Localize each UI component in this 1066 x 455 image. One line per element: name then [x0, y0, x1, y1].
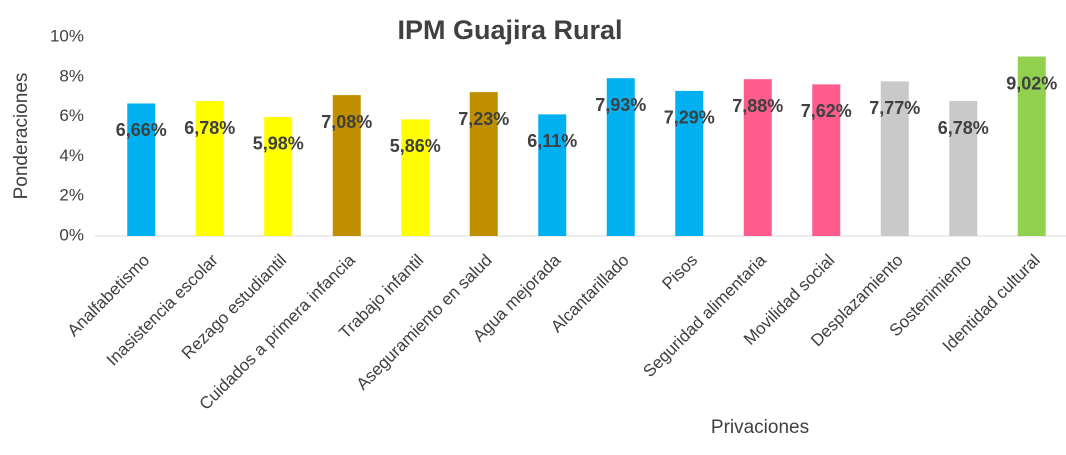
value-label: 6,11%: [527, 131, 577, 151]
x-axis-label: Privaciones: [711, 417, 809, 438]
x-tick-label: Inasistencia escolar: [103, 250, 222, 369]
bar: [675, 90, 704, 236]
y-tick-label: 0%: [59, 225, 84, 244]
value-label: 7,77%: [869, 98, 920, 118]
bar: [606, 78, 635, 237]
x-tick-label: Aseguramiento en salud: [353, 251, 496, 394]
y-tick-label: 8%: [59, 66, 84, 85]
value-label: 6,78%: [184, 118, 235, 138]
x-tick-label: Seguridad alimentaria: [639, 250, 770, 381]
value-label: 7,93%: [595, 95, 646, 115]
value-label: 6,78%: [938, 118, 989, 138]
bar: [195, 101, 224, 236]
x-tick-label: Pisos: [658, 251, 701, 294]
value-label: 7,08%: [321, 112, 372, 132]
bar: [332, 95, 361, 236]
bar: [812, 84, 841, 236]
y-tick-label: 6%: [59, 106, 84, 125]
value-label: 9,02%: [1006, 73, 1057, 93]
bar: [538, 114, 567, 236]
bar: [743, 79, 772, 236]
value-label: 7,62%: [801, 101, 852, 121]
bar: [469, 92, 498, 236]
y-axis-label: Ponderaciones: [11, 73, 32, 200]
bar: [949, 101, 978, 236]
bar: [127, 103, 156, 236]
value-label: 5,86%: [390, 136, 441, 156]
bar: [401, 119, 430, 236]
bar: [264, 116, 293, 236]
value-label: 5,98%: [253, 134, 304, 154]
value-label: 7,88%: [732, 96, 783, 116]
chart-title: IPM Guajira Rural: [397, 15, 622, 45]
value-label: 7,23%: [458, 109, 509, 129]
value-label: 7,29%: [664, 108, 715, 128]
bar: [880, 81, 909, 236]
y-tick-label: 4%: [59, 146, 84, 165]
bar: [1017, 56, 1046, 236]
y-tick-label: 2%: [59, 186, 84, 205]
value-label: 6,66%: [116, 120, 167, 140]
y-tick-label: 10%: [50, 26, 84, 45]
